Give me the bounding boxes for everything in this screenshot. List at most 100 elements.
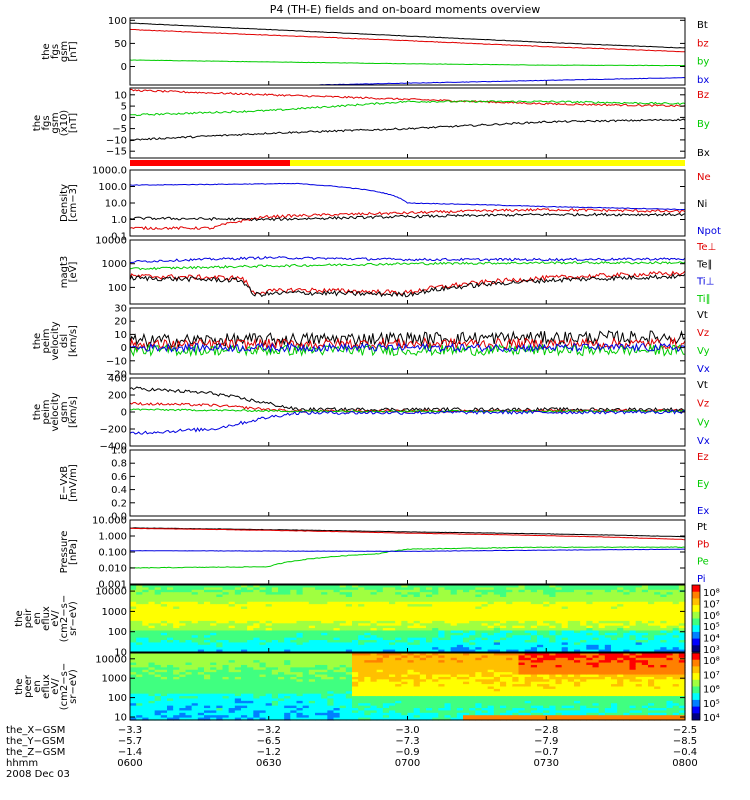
spectrogram-cell xyxy=(512,688,520,692)
spectrogram-cell xyxy=(234,616,242,620)
spectrogram-cell xyxy=(370,660,378,664)
spectrogram-cell xyxy=(278,625,285,629)
spectrogram-cell xyxy=(345,642,353,646)
spectrogram-cell xyxy=(160,635,168,639)
spectrogram-cell xyxy=(530,592,538,596)
spectrogram-cell xyxy=(567,625,575,629)
spectrogram-cell xyxy=(376,653,384,656)
spectrogram-cell xyxy=(537,653,544,656)
spectrogram-cell xyxy=(290,632,298,636)
spectrogram-cell xyxy=(154,596,162,600)
spectrogram-cell xyxy=(456,657,464,661)
spectrogram-cell xyxy=(598,620,606,624)
spectrogram-cell xyxy=(648,630,655,634)
panel-velocity-perm: VtVzVyVx3020100−10−20thepeimvelocitydsl[… xyxy=(32,304,710,381)
spectrogram-cell xyxy=(567,606,575,610)
spectrogram-cell xyxy=(592,604,600,608)
spectrogram-cell xyxy=(623,613,631,617)
spectrogram-cell xyxy=(160,653,168,656)
spectrogram-cell xyxy=(228,630,236,634)
spectrogram-cell xyxy=(549,712,557,716)
spectrogram-cell xyxy=(524,712,532,716)
spectrogram-cell xyxy=(623,599,631,603)
spectrogram-cell xyxy=(537,630,544,634)
spectrogram-cell xyxy=(148,660,156,664)
spectrogram-cell xyxy=(278,691,285,695)
spectrogram-cell xyxy=(598,618,606,622)
spectrogram-cell xyxy=(130,608,137,612)
spectrogram-cell xyxy=(444,649,452,653)
spectrogram-cell xyxy=(234,705,242,709)
spectrogram-cell xyxy=(389,632,396,636)
spectrogram-cell xyxy=(469,606,476,610)
spectrogram-cell xyxy=(401,664,409,668)
spectrogram-cell xyxy=(197,594,205,598)
spectrogram-cell xyxy=(370,664,378,668)
spectrogram-cell xyxy=(234,655,242,659)
spectrogram-cell xyxy=(284,589,291,593)
spectrogram-cell xyxy=(537,676,544,680)
spectrogram-cell xyxy=(296,684,304,688)
spectrogram-cell xyxy=(234,691,242,695)
spectrogram-cell xyxy=(487,608,495,612)
spectrogram-cell xyxy=(167,693,174,697)
spectrogram-cell xyxy=(586,710,594,714)
spectrogram-cell xyxy=(567,642,575,646)
spectrogram-cell xyxy=(444,700,452,704)
spectrogram-cell xyxy=(407,594,415,598)
spectrogram-cell xyxy=(444,669,452,673)
spectrogram-cell xyxy=(641,623,649,627)
spectrogram-cell xyxy=(574,696,581,700)
spectrogram-cell xyxy=(530,644,538,648)
spectrogram-cell xyxy=(413,681,421,685)
spectrogram-cell xyxy=(228,608,236,612)
spectrogram-cell xyxy=(278,644,285,648)
y-tick-label: 0.010 xyxy=(98,564,127,575)
spectrogram-cell xyxy=(426,642,433,646)
spectrogram-cell xyxy=(142,674,150,678)
spectrogram-cell xyxy=(580,674,587,678)
spectrogram-cell xyxy=(580,657,587,661)
spectrogram-cell xyxy=(160,717,168,721)
spectrogram-cell xyxy=(413,662,421,666)
spectrogram-cell xyxy=(623,604,631,608)
spectrogram-cell xyxy=(413,717,421,721)
spectrogram-cell xyxy=(475,635,483,639)
spectrogram-cell xyxy=(271,700,279,704)
spectrogram-cell xyxy=(463,623,470,627)
series-line-fgs-mag-1 xyxy=(129,28,686,53)
spectrogram-cell xyxy=(524,589,532,593)
spectrogram-cell xyxy=(296,601,304,605)
spectrogram-cell xyxy=(543,660,550,664)
spectrogram-cell xyxy=(506,649,513,653)
spectrogram-cell xyxy=(234,642,242,646)
spectrogram-cell xyxy=(407,606,415,610)
spectrogram-cell xyxy=(487,613,495,617)
spectrogram-cell xyxy=(259,674,267,678)
spectrogram-cell xyxy=(130,686,137,690)
spectrogram-cell xyxy=(376,592,384,596)
spectrogram-cell xyxy=(481,628,489,632)
spectrogram-cell xyxy=(654,585,661,588)
spectrogram-cell xyxy=(426,712,433,716)
spectrogram-cell xyxy=(173,708,180,712)
spectrogram-cell xyxy=(136,712,143,716)
spectrogram-cell xyxy=(561,669,569,673)
spectrogram-cell xyxy=(654,601,661,605)
spectrogram-cell xyxy=(154,608,162,612)
spectrogram-cell xyxy=(561,653,569,656)
y-tick-label: −5 xyxy=(112,124,127,135)
spectrogram-cell xyxy=(678,647,686,651)
spectrogram-cell xyxy=(574,712,581,716)
spectrogram-cell xyxy=(278,664,285,668)
spectrogram-cell xyxy=(506,662,513,666)
spectrogram-cell xyxy=(142,705,150,709)
spectrogram-cell xyxy=(561,585,569,588)
spectrogram-cell xyxy=(142,649,150,653)
spectrogram-cell xyxy=(345,640,353,644)
spectrogram-cell xyxy=(308,698,316,702)
spectrogram-cell xyxy=(216,655,224,659)
spectrogram-cell xyxy=(160,667,168,671)
spectrogram-cell xyxy=(395,606,402,610)
spectrogram-cell xyxy=(216,618,224,622)
